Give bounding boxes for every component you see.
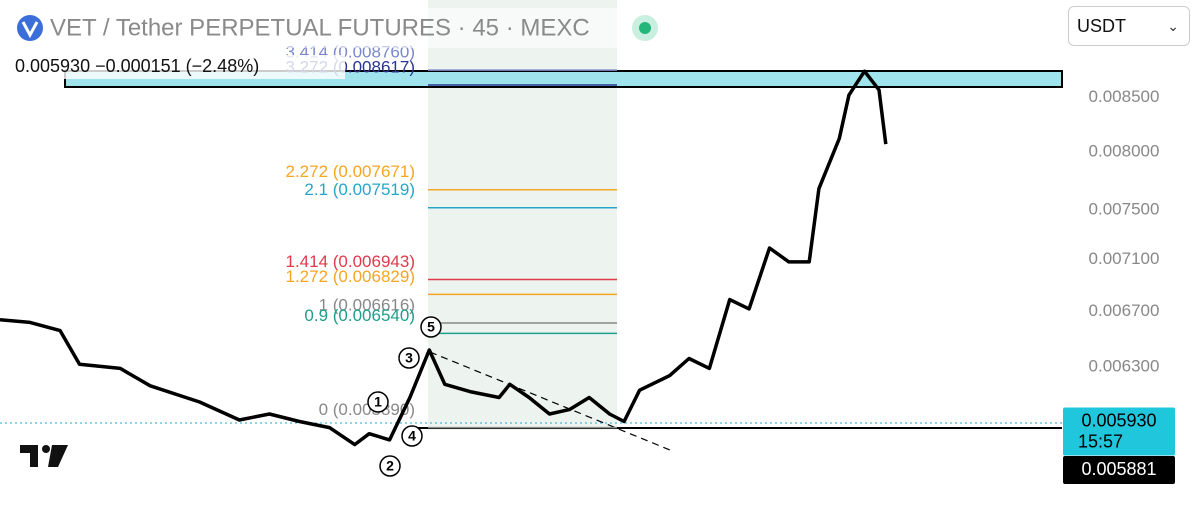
currency-select[interactable]: USDT ⌄ <box>1068 6 1190 46</box>
x-tick-label: 29 <box>281 507 300 511</box>
legend-backdrop <box>10 55 345 79</box>
y-tick-label: 0.008000 <box>1089 141 1160 160</box>
fib-label: 2.1 (0.007519) <box>304 180 415 199</box>
x-tick-label: 4 <box>867 507 876 511</box>
coin-logo <box>17 15 43 41</box>
y-tick-label: 0.006300 <box>1089 356 1160 375</box>
fib-label: 1.414 (0.006943) <box>286 252 416 271</box>
y-tick-label: 0.006700 <box>1089 301 1160 320</box>
wave-circle <box>367 391 389 413</box>
countdown-label: 15:57 <box>1078 431 1123 451</box>
status-dot <box>639 22 651 34</box>
time-zone <box>428 0 617 430</box>
wave-label: 3 <box>405 350 413 366</box>
wave-label: 5 <box>427 319 435 335</box>
other-price-tag <box>1063 456 1175 484</box>
x-tick-label: 2 <box>674 507 683 511</box>
fib-label: 2.272 (0.007671) <box>286 162 416 181</box>
fib-label: 1.272 (0.006829) <box>286 267 416 286</box>
wave-circle <box>420 316 442 338</box>
last-price-tag <box>1063 407 1175 456</box>
legend-text: 0.005930 −0.000151 (−2.48%) <box>15 56 259 76</box>
trend-line <box>429 351 671 451</box>
wave-label: 1 <box>374 394 382 410</box>
dropdown-arrow: ⌄ <box>1167 18 1179 34</box>
x-tick-label: 6 <box>1061 507 1070 511</box>
tv-logo <box>20 445 68 467</box>
wave-circle <box>398 347 420 369</box>
other-price-label: 0.005881 <box>1081 459 1156 479</box>
x-tick-label: 28 <box>184 507 203 511</box>
x-tick-label: 5 <box>964 507 973 511</box>
title-backdrop <box>0 8 620 48</box>
chart-title: VET / Tether PERPETUAL FUTURES · 45 · ME… <box>50 14 590 41</box>
y-tick-label: 0.007100 <box>1089 249 1160 268</box>
x-tick-label: 30 <box>378 507 397 511</box>
x-tick-label: 31 <box>475 507 494 511</box>
wave-circle <box>379 455 401 477</box>
coin-logo-mark <box>21 21 39 39</box>
wave-circle <box>401 425 423 447</box>
fib-label: 0 (0.005890) <box>319 400 415 419</box>
x-tick-label: 1 <box>577 507 586 511</box>
wave-label: 2 <box>386 458 394 474</box>
last-price-label: 0.005930 <box>1081 410 1156 430</box>
x-tick-label: 3 <box>771 507 780 511</box>
price-line <box>0 69 888 447</box>
fib-label: 1 (0.006616) <box>319 295 415 314</box>
fib-label: 0.9 (0.006540) <box>304 306 415 325</box>
y-tick-label: 0.007500 <box>1089 199 1160 218</box>
currency-label: USDT <box>1077 16 1126 36</box>
x-tick-label: 27 <box>87 507 106 511</box>
wave-label: 4 <box>408 428 416 444</box>
y-tick-label: 0.008500 <box>1089 87 1160 106</box>
